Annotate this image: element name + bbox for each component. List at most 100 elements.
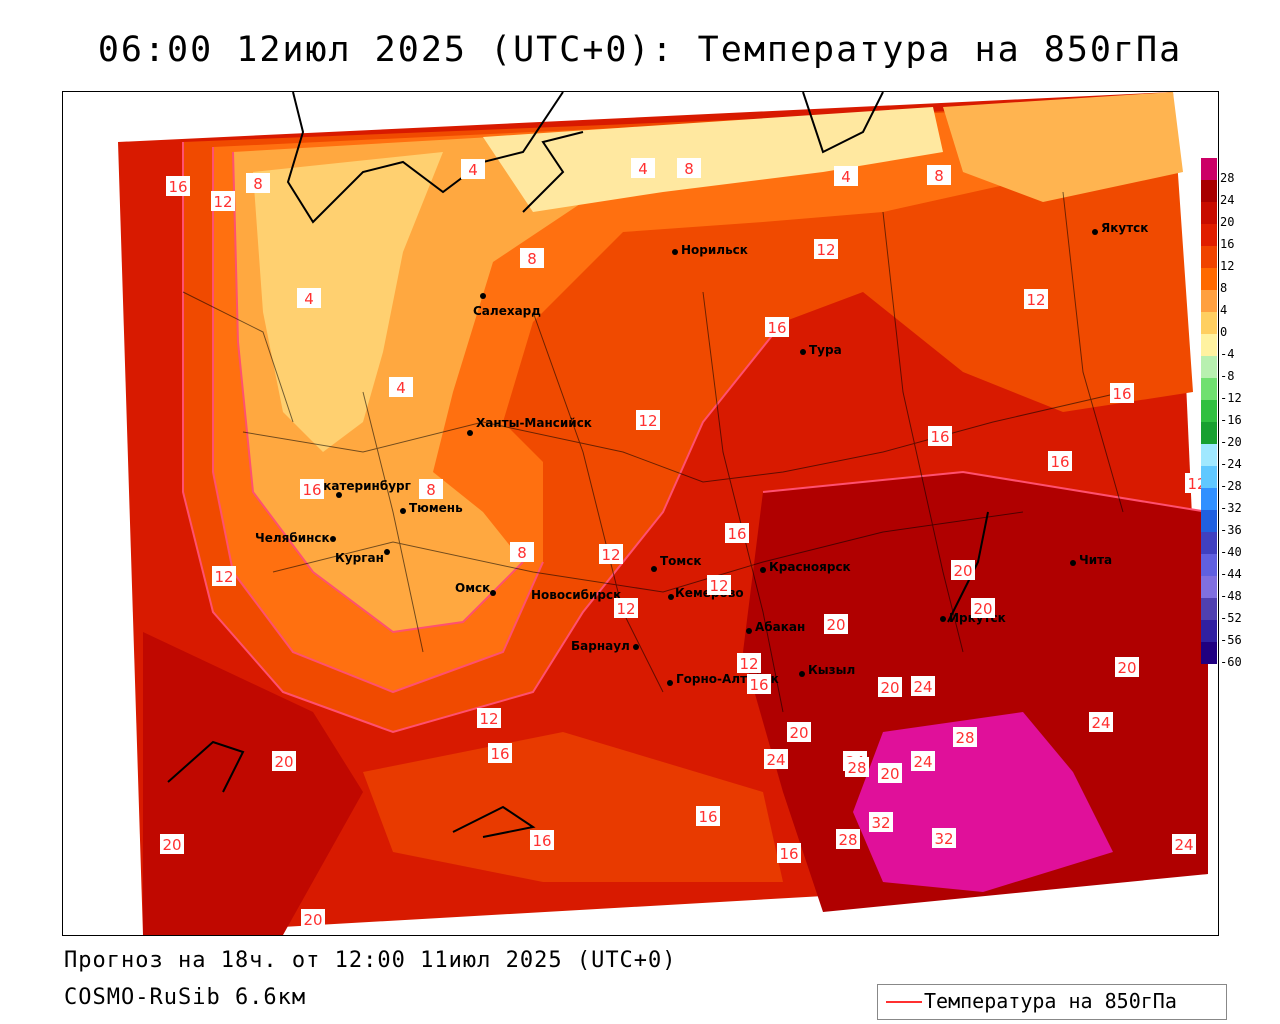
colorbar-tick-label: -24 (1220, 458, 1242, 470)
colorbar-segment (1201, 334, 1217, 356)
isotherm-label: 16 (765, 317, 789, 337)
svg-text:16: 16 (490, 745, 509, 763)
legend-line-swatch (886, 1001, 922, 1003)
isotherm-label: 4 (297, 288, 321, 308)
forecast-info: Прогноз на 18ч. от 12:00 11июл 2025 (UTC… (64, 948, 677, 973)
colorbar-tick-label: 20 (1220, 216, 1234, 228)
colorbar-segment (1201, 268, 1217, 290)
isotherm-label: 8 (246, 173, 270, 193)
isotherm-label: 16 (928, 426, 952, 446)
city-tura: Тура (809, 343, 842, 357)
colorbar-tick-label: -28 (1220, 480, 1242, 492)
city-novosibirsk: Новосибирск (531, 588, 621, 602)
isotherm-label: 20 (971, 598, 995, 618)
isotherm-label: 20 (878, 677, 902, 697)
isotherm-label: 28 (836, 829, 860, 849)
isotherm-label: 28 (953, 727, 977, 747)
isotherm-label: 16 (696, 806, 720, 826)
colorbar-tick-label: -8 (1220, 370, 1234, 382)
colorbar-tick-label: -32 (1220, 502, 1242, 514)
city-tyumen: Тюмень (409, 501, 463, 515)
colorbar-tick-label: -60 (1220, 656, 1242, 668)
colorbar-tick-label: -44 (1220, 568, 1242, 580)
svg-text:8: 8 (934, 167, 944, 185)
colorbar-tick-label: 24 (1220, 194, 1234, 206)
svg-text:20: 20 (162, 836, 181, 854)
isotherm-label: 4 (631, 158, 655, 178)
svg-text:16: 16 (1050, 453, 1069, 471)
isotherm-label: 12 (212, 566, 236, 586)
model-name: COSMO-RuSib 6.6км (64, 985, 306, 1010)
city-chita: Чита (1079, 553, 1112, 567)
colorbar-tick-label: -20 (1220, 436, 1242, 448)
colorbar-segment (1201, 422, 1217, 444)
svg-text:20: 20 (880, 679, 899, 697)
city-barnaul: Барнаул (571, 639, 630, 653)
temperature-field-map: Норильск Якутск Салехард Тура Ханты-Манс… (63, 92, 1218, 935)
svg-text:16: 16 (532, 832, 551, 850)
svg-text:4: 4 (396, 379, 406, 397)
colorbar-segment (1201, 378, 1217, 400)
isotherm-label: 12 (1024, 289, 1048, 309)
isotherm-label: 16 (300, 479, 324, 499)
svg-text:12: 12 (638, 412, 657, 430)
colorbar-segment (1201, 224, 1217, 246)
isotherm-label: 24 (1089, 712, 1113, 732)
svg-text:4: 4 (638, 160, 648, 178)
svg-text:12: 12 (816, 241, 835, 259)
svg-text:16: 16 (749, 676, 768, 694)
colorbar-segment (1201, 246, 1217, 268)
svg-text:20: 20 (1117, 659, 1136, 677)
colorbar-segment (1201, 180, 1217, 202)
isotherm-label: 4 (461, 159, 485, 179)
svg-text:20: 20 (826, 616, 845, 634)
svg-text:12: 12 (1026, 291, 1045, 309)
svg-text:20: 20 (274, 753, 293, 771)
colorbar-segment (1201, 312, 1217, 334)
svg-text:24: 24 (913, 753, 932, 771)
isotherm-label: 16 (777, 843, 801, 863)
isotherm-label: 8 (677, 158, 701, 178)
svg-text:4: 4 (304, 290, 314, 308)
isotherm-label: 8 (419, 479, 443, 499)
isotherm-label: 12 (477, 708, 501, 728)
colorbar-tick-label: -12 (1220, 392, 1242, 404)
isotherm-label: 8 (520, 248, 544, 268)
isotherm-label: 16 (166, 176, 190, 196)
isotherm-label: 12 (707, 575, 731, 595)
isotherm-label: 16 (1048, 451, 1072, 471)
isotherm-label: 20 (951, 560, 975, 580)
isotherm-label: 24 (1172, 834, 1196, 854)
city-khanty-mansiysk: Ханты-Мансийск (476, 416, 592, 430)
colorbar-segment (1201, 620, 1217, 642)
isotherm-label: 12 (814, 239, 838, 259)
colorbar-segment (1201, 598, 1217, 620)
svg-text:20: 20 (303, 911, 322, 929)
colorbar-tick-label: 4 (1220, 304, 1227, 316)
isotherm-label: 20 (824, 614, 848, 634)
city-kyzyl: Кызыл (808, 663, 855, 677)
isotherm-label: 20 (1115, 657, 1139, 677)
svg-text:32: 32 (934, 830, 953, 848)
isotherm-label: 20 (272, 751, 296, 771)
isotherm-label: 8 (927, 165, 951, 185)
svg-text:20: 20 (789, 724, 808, 742)
isotherm-label: 20 (878, 763, 902, 783)
city-chelyabinsk: Челябинск (255, 531, 330, 545)
svg-text:16: 16 (767, 319, 786, 337)
svg-text:8: 8 (253, 175, 263, 193)
colorbar-segment (1201, 400, 1217, 422)
svg-text:20: 20 (953, 562, 972, 580)
svg-text:20: 20 (880, 765, 899, 783)
svg-text:4: 4 (841, 168, 851, 186)
svg-text:12: 12 (479, 710, 498, 728)
svg-text:12: 12 (601, 546, 620, 564)
colorbar-tick-label: 16 (1220, 238, 1234, 250)
colorbar-tick-label: 28 (1220, 172, 1234, 184)
legend-label: Температура на 850гПа (924, 989, 1177, 1013)
svg-text:16: 16 (930, 428, 949, 446)
forecast-map: Норильск Якутск Салехард Тура Ханты-Манс… (62, 91, 1219, 936)
isotherm-label: 8 (510, 542, 534, 562)
colorbar-tick-label: -48 (1220, 590, 1242, 602)
svg-text:28: 28 (955, 729, 974, 747)
